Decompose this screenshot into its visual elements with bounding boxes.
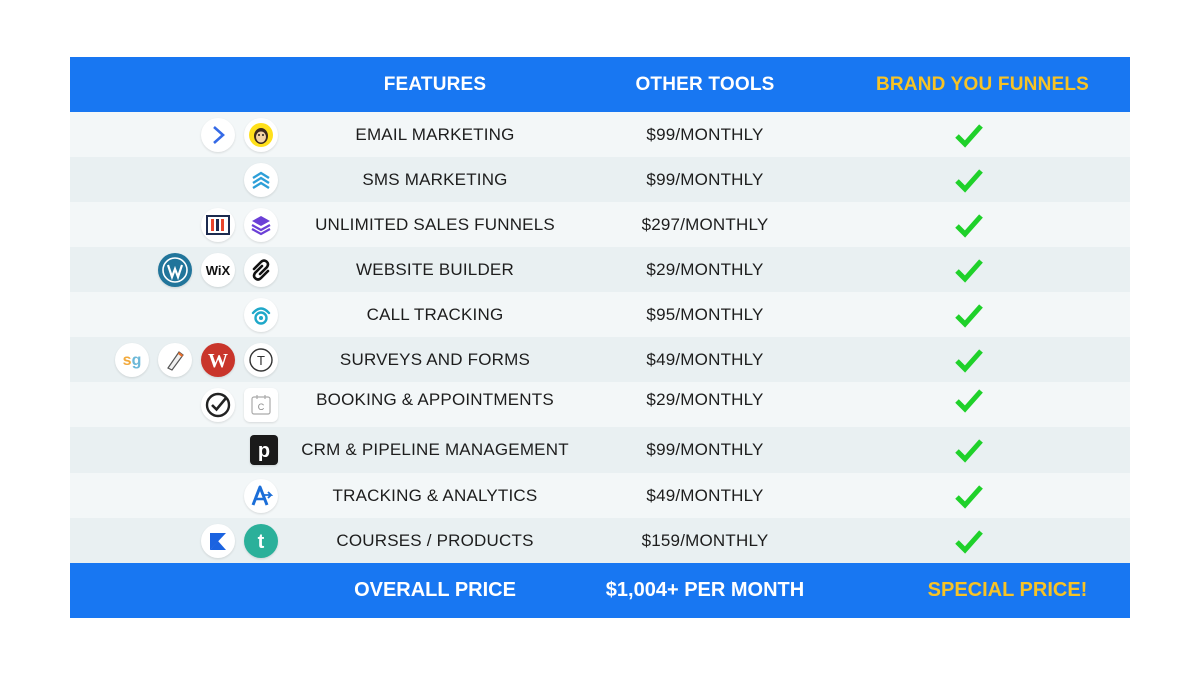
svg-text:T: T [257,353,265,368]
tool-logos [244,473,278,518]
layers-logo-icon [244,207,278,242]
other-tools-price: $99/MONTHLY [646,124,764,144]
check-icon [955,304,983,328]
check-icon [955,439,983,463]
header-features: FEATURES [383,73,487,95]
typeform-logo-icon: T [244,342,278,377]
table-row: CALL TRACKING $95/MONTHLY [70,292,1130,337]
tool-logos: sg W T [115,337,278,382]
table-row: EMAIL MARKETING $99/MONTHLY [70,112,1130,157]
acuity-logo-icon [201,387,235,422]
svg-text:W: W [208,350,228,371]
table-row: C BOOKING & APPOINTMENTS $29/MONTHLY [70,382,1130,427]
formstack-logo-icon [158,342,192,377]
other-tools-price: $99/MONTHLY [646,169,764,189]
wix-logo-icon: WiX [201,252,235,287]
tool-logos [244,157,278,202]
sms-chevrons-logo-icon [244,162,278,197]
wufoo-logo-icon: W [201,342,235,377]
feature-name: UNLIMITED SALES FUNNELS [315,214,555,234]
other-tools-price: $159/MONTHLY [641,530,769,550]
tool-logos [201,112,278,157]
table-row: sg W T SURVEYS AND FORMS $49/MONTHLY [70,337,1130,382]
activecampaign-logo-icon [201,117,235,152]
svg-text:t: t [258,531,265,553]
svg-text:p: p [258,440,270,462]
check-icon [955,169,983,193]
clickfunnels-logo-icon [201,207,235,242]
svg-text:sg: sg [123,352,142,369]
analytics-logo-icon [244,478,278,513]
check-icon [955,349,983,373]
other-tools-price: $29/MONTHLY [646,389,764,409]
feature-name: SURVEYS AND FORMS [339,349,531,369]
comparison-table: FEATURES OTHER TOOLS BRAND YOU FUNNELS E… [70,57,1130,618]
feature-name: CALL TRACKING [366,304,504,324]
other-tools-price: $49/MONTHLY [646,485,764,505]
other-tools-price: $297/MONTHLY [641,214,769,234]
overall-price-label: OVERALL PRICE [354,579,516,601]
surveygizmo-logo-icon: sg [115,342,149,377]
header-other-tools: OTHER TOOLS [635,73,775,95]
check-icon [955,124,983,148]
other-tools-price: $49/MONTHLY [646,349,764,369]
check-icon [955,259,983,283]
svg-text:C: C [258,402,265,412]
check-icon [955,389,983,413]
table-row: t COURSES / PRODUCTS $159/MONTHLY [70,518,1130,563]
other-tools-price: $29/MONTHLY [646,259,764,279]
feature-name: COURSES / PRODUCTS [336,530,534,550]
mailchimp-logo-icon [244,117,278,152]
other-tools-price: $99/MONTHLY [646,440,764,459]
tool-logos: p [250,427,278,473]
header-brand: BRAND YOU FUNNELS [875,73,1090,95]
tool-logos: t [201,518,278,563]
wordpress-logo-icon [158,252,192,287]
pipedrive-logo-icon: p [250,435,278,465]
teachable-logo-icon: t [244,523,278,558]
check-icon [955,485,983,509]
tool-logos [244,292,278,337]
calendly-logo-icon: C [244,387,278,422]
feature-name: SMS MARKETING [362,169,508,189]
feature-name: WEBSITE BUILDER [356,259,514,279]
header-bar: FEATURES OTHER TOOLS BRAND YOU FUNNELS [70,57,1130,112]
feature-name: BOOKING & APPOINTMENTS [316,389,554,409]
footer-bar: OVERALL PRICE $1,004+ PER MONTH SPECIAL … [70,563,1130,618]
table-row: WiX WEBSITE BUILDER $29/MONTHLY [70,247,1130,292]
svg-text:WiX: WiX [206,263,231,278]
other-tools-total: $1,004+ PER MONTH [605,579,805,601]
check-icon [955,214,983,238]
table-row: UNLIMITED SALES FUNNELS $297/MONTHLY [70,202,1130,247]
kajabi-logo-icon [201,523,235,558]
check-icon [955,530,983,554]
squarespace-logo-icon [244,252,278,287]
feature-name: CRM & PIPELINE MANAGEMENT [301,440,569,459]
tool-logos [201,202,278,247]
feature-name: TRACKING & ANALYTICS [332,485,538,505]
tool-logos: WiX [158,247,278,292]
table-row: p CRM & PIPELINE MANAGEMENT $99/MONTHLY [70,427,1130,473]
other-tools-price: $95/MONTHLY [646,304,764,324]
feature-name: EMAIL MARKETING [355,124,515,144]
calltracking-logo-icon [244,297,278,332]
table-row: TRACKING & ANALYTICS $49/MONTHLY [70,473,1130,518]
tool-logos: C [201,382,278,427]
table-row: SMS MARKETING $99/MONTHLY [70,157,1130,202]
special-price: SPECIAL PRICE! [927,579,1088,601]
